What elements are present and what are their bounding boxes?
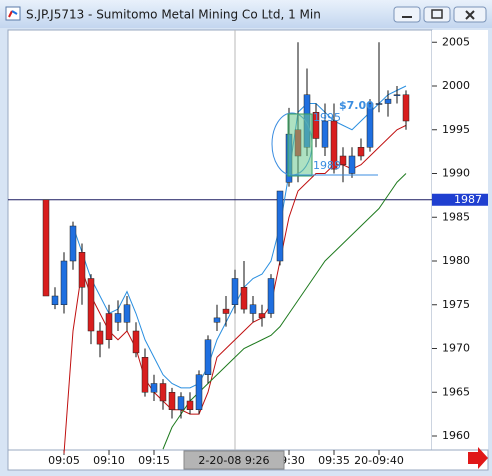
y-tick-label: 1975 (442, 298, 470, 311)
candle-body (276, 190, 284, 262)
level-label-box (432, 193, 488, 206)
candle-body (42, 199, 50, 297)
y-tick-label: 1970 (442, 342, 470, 355)
ma-line (162, 173, 407, 450)
x-tick-label: 09:10 (93, 454, 125, 467)
candle-body (114, 313, 122, 323)
candle-body (312, 112, 320, 139)
candle-body (69, 225, 77, 262)
candle-body (204, 339, 212, 375)
candle-body (195, 374, 203, 410)
candle-body (51, 295, 59, 305)
candle-body (375, 103, 383, 105)
restore-button[interactable] (423, 6, 451, 23)
y-tick-label: 1995 (442, 123, 470, 136)
plot-area (7, 29, 433, 451)
candle-body (357, 147, 365, 157)
candle-body (330, 120, 338, 170)
price-axis (432, 30, 488, 450)
candle-body (213, 317, 221, 323)
candle-body (78, 252, 86, 288)
candle-body (168, 392, 176, 410)
candle-body (60, 260, 68, 305)
candle-body (222, 308, 230, 314)
candle-body (186, 400, 194, 410)
window-title: S.JP.J5713 - Sumitomo Metal Mining Co Lt… (26, 8, 321, 22)
x-tick-label: 09:05 (48, 454, 80, 467)
scroll-arrow[interactable] (468, 447, 488, 469)
candle-body (96, 330, 104, 345)
candle-body (240, 287, 248, 310)
candle-body (348, 155, 356, 174)
candle-body (249, 304, 257, 314)
x-tick-label: 20-09:40 (354, 454, 404, 467)
annotation: $7.00 (339, 99, 374, 112)
candle-body (339, 155, 347, 165)
candle-body (123, 304, 131, 323)
candle-body (384, 98, 392, 104)
x-tick-label: 09:15 (138, 454, 170, 467)
candle-body (159, 383, 167, 402)
candle-body (366, 103, 374, 148)
candle-body (402, 94, 410, 122)
annotation: 1989 (313, 159, 341, 172)
y-tick-label: 1965 (442, 385, 470, 398)
window-icon (5, 6, 21, 21)
x-tick-label: 09:35 (318, 454, 350, 467)
close-button[interactable] (453, 6, 487, 23)
candle-body (177, 396, 185, 410)
candle-body (105, 313, 113, 340)
cursor-label-box (183, 450, 285, 470)
y-tick-label: 1990 (442, 167, 470, 180)
candle-body (258, 313, 266, 319)
y-tick-label: 1985 (442, 210, 470, 223)
candle-body (321, 120, 329, 148)
y-tick-label: 2005 (442, 35, 470, 48)
drawing-rectangle (287, 113, 313, 177)
annotation: 1995 (313, 111, 341, 124)
minimize-button[interactable] (393, 6, 421, 23)
cursor-label: 2-20-08 9:26 (198, 454, 269, 467)
ma-line (72, 85, 407, 389)
y-tick-label: 2000 (442, 79, 470, 92)
candle-body (87, 278, 95, 332)
candle-body (150, 383, 158, 393)
candle-body (141, 357, 149, 393)
candle-body (132, 330, 140, 354)
candle-body (231, 278, 239, 305)
y-tick-label: 1980 (442, 254, 470, 267)
candle-body (267, 278, 275, 314)
candle-body (393, 94, 401, 96)
y-tick-label: 1960 (442, 429, 470, 442)
level-label: 1987 (454, 193, 482, 206)
